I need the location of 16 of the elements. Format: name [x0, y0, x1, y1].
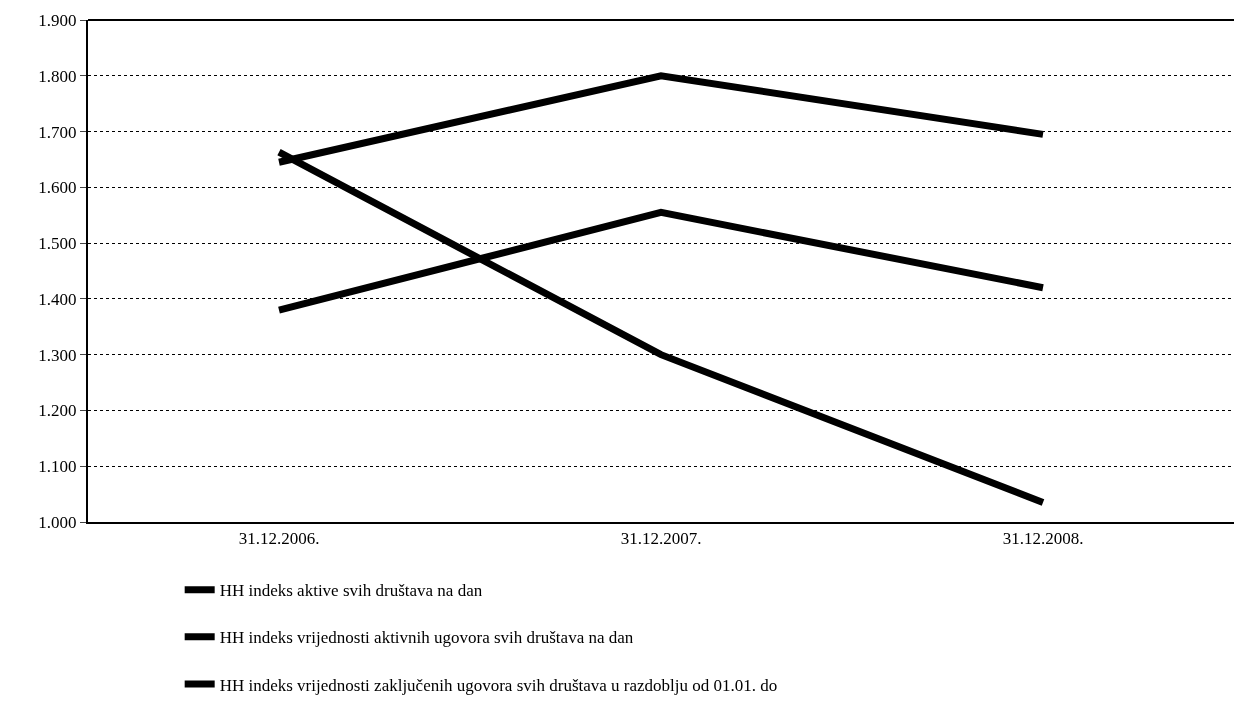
- y-tick-label: 1.000: [38, 512, 77, 532]
- y-tick-label: 1.200: [38, 401, 77, 421]
- x-tick-label: 31.12.2007.: [620, 529, 702, 549]
- y-tick-label: 1.400: [38, 289, 77, 309]
- y-tick-label: 1.600: [38, 178, 77, 198]
- legend-label: HH indeks aktive svih društava na dan: [219, 581, 483, 601]
- y-tick-label: 1.300: [38, 345, 77, 365]
- x-tick-label: 31.12.2006.: [238, 529, 320, 549]
- legend-label: HH indeks vrijednosti aktivnih ugovora svih društava na dan: [219, 628, 634, 648]
- legend-label: HH indeks vrijednosti zaključenih ugovora svih društava u razdoblju od 01.01. do: [219, 675, 778, 695]
- y-tick-label: 1.700: [38, 122, 77, 142]
- y-tick-label: 1.800: [38, 66, 77, 86]
- y-tick-label: 1.500: [38, 234, 77, 254]
- y-tick-label: 1.900: [38, 10, 77, 30]
- x-tick-label: 31.12.2008.: [1002, 529, 1084, 549]
- y-tick-label: 1.100: [38, 457, 77, 477]
